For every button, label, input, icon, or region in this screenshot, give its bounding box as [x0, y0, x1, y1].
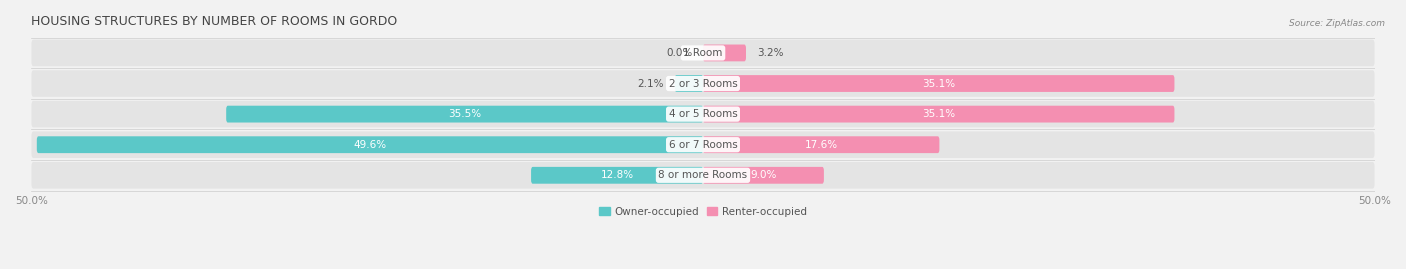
Text: 1 Room: 1 Room [683, 48, 723, 58]
Text: 12.8%: 12.8% [600, 170, 634, 180]
FancyBboxPatch shape [703, 136, 939, 153]
FancyBboxPatch shape [37, 136, 703, 153]
Text: 35.1%: 35.1% [922, 79, 955, 89]
Text: 2.1%: 2.1% [637, 79, 664, 89]
FancyBboxPatch shape [31, 131, 1375, 158]
FancyBboxPatch shape [31, 70, 1375, 97]
Text: 49.6%: 49.6% [353, 140, 387, 150]
FancyBboxPatch shape [703, 106, 1174, 122]
Text: 35.1%: 35.1% [922, 109, 955, 119]
Text: 4 or 5 Rooms: 4 or 5 Rooms [669, 109, 737, 119]
Text: Source: ZipAtlas.com: Source: ZipAtlas.com [1289, 19, 1385, 28]
FancyBboxPatch shape [31, 40, 1375, 66]
FancyBboxPatch shape [31, 101, 1375, 128]
FancyBboxPatch shape [226, 106, 703, 122]
Text: HOUSING STRUCTURES BY NUMBER OF ROOMS IN GORDO: HOUSING STRUCTURES BY NUMBER OF ROOMS IN… [31, 15, 398, 28]
FancyBboxPatch shape [531, 167, 703, 184]
Text: 6 or 7 Rooms: 6 or 7 Rooms [669, 140, 737, 150]
Text: 17.6%: 17.6% [804, 140, 838, 150]
FancyBboxPatch shape [31, 162, 1375, 189]
Text: 2 or 3 Rooms: 2 or 3 Rooms [669, 79, 737, 89]
Text: 8 or more Rooms: 8 or more Rooms [658, 170, 748, 180]
Text: 9.0%: 9.0% [751, 170, 776, 180]
Text: 35.5%: 35.5% [449, 109, 481, 119]
FancyBboxPatch shape [703, 75, 1174, 92]
FancyBboxPatch shape [703, 167, 824, 184]
FancyBboxPatch shape [703, 45, 747, 61]
Text: 3.2%: 3.2% [756, 48, 783, 58]
Text: 0.0%: 0.0% [666, 48, 692, 58]
FancyBboxPatch shape [675, 75, 703, 92]
Legend: Owner-occupied, Renter-occupied: Owner-occupied, Renter-occupied [595, 203, 811, 221]
